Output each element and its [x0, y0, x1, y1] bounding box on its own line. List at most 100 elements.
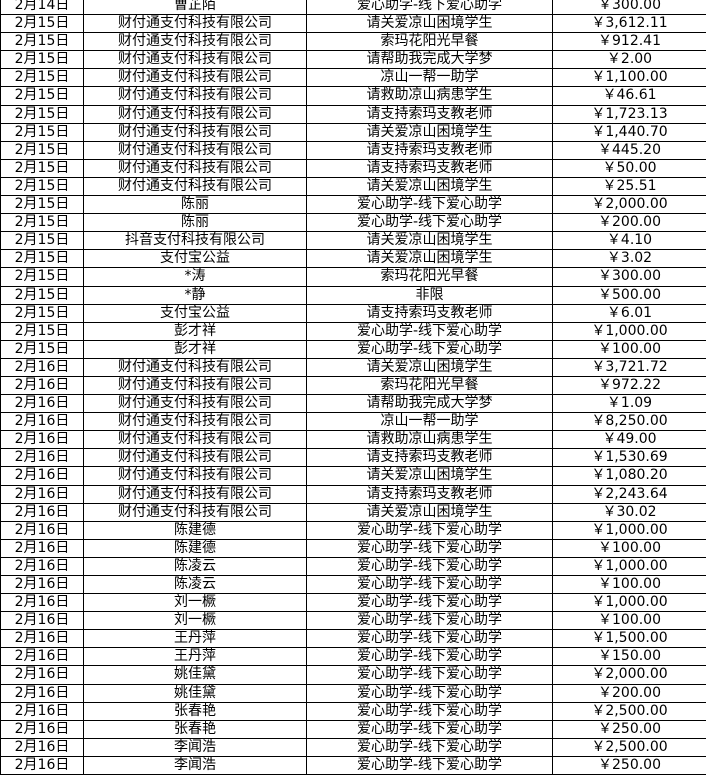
- date-cell[interactable]: 2月15日: [1, 340, 84, 358]
- project-cell[interactable]: 索玛花阳光早餐: [307, 376, 553, 395]
- date-cell[interactable]: 2月16日: [1, 503, 84, 521]
- donor-cell[interactable]: 王丹萍: [84, 648, 307, 666]
- amount-cell[interactable]: ￥200.00: [598, 214, 661, 231]
- date-cell[interactable]: 2月15日: [1, 141, 84, 159]
- date-cell[interactable]: 2月16日: [1, 539, 84, 557]
- donor-cell[interactable]: 财付通支付科技有限公司: [84, 376, 307, 395]
- donor-cell[interactable]: 陈凌云: [84, 557, 307, 575]
- donor-cell[interactable]: 刘一橛: [84, 594, 307, 612]
- amount-cell[interactable]: ￥300.00: [598, 0, 661, 13]
- donor-cell[interactable]: 刘一橛: [84, 612, 307, 630]
- donor-cell[interactable]: 王丹萍: [84, 630, 307, 648]
- amount-cell[interactable]: ￥445.20: [598, 141, 661, 158]
- date-cell[interactable]: 2月16日: [1, 594, 84, 612]
- amount-cell[interactable]: ￥100.00: [598, 612, 661, 629]
- project-cell[interactable]: 爱心助学-线下爱心助学: [307, 756, 553, 775]
- project-cell[interactable]: 请支持索玛支教老师: [307, 141, 553, 159]
- donor-cell[interactable]: 财付通支付科技有限公司: [84, 358, 307, 376]
- project-cell[interactable]: 爱心助学-线下爱心助学: [307, 0, 553, 15]
- project-cell[interactable]: 请关爱凉山困境学生: [307, 250, 553, 268]
- amount-cell[interactable]: ￥1,000.00: [591, 557, 668, 574]
- date-cell[interactable]: 2月16日: [1, 557, 84, 575]
- donor-cell[interactable]: 财付通支付科技有限公司: [84, 485, 307, 503]
- project-cell[interactable]: 爱心助学-线下爱心助学: [307, 702, 553, 720]
- date-cell[interactable]: 2月16日: [1, 684, 84, 702]
- amount-cell[interactable]: ￥1,080.20: [591, 467, 668, 484]
- date-cell[interactable]: 2月15日: [1, 250, 84, 268]
- project-cell[interactable]: 请救助凉山病患学生: [307, 431, 553, 449]
- amount-cell[interactable]: ￥25.51: [602, 177, 657, 194]
- project-cell[interactable]: 请关爱凉山困境学生: [307, 15, 553, 33]
- date-cell[interactable]: 2月16日: [1, 395, 84, 413]
- amount-cell[interactable]: ￥2,500.00: [591, 702, 668, 719]
- amount-cell[interactable]: ￥2.00: [606, 51, 653, 68]
- amount-cell[interactable]: ￥100.00: [598, 539, 661, 556]
- donor-cell[interactable]: 财付通支付科技有限公司: [84, 159, 307, 177]
- amount-cell[interactable]: ￥150.00: [598, 648, 661, 665]
- amount-cell[interactable]: ￥2,000.00: [591, 666, 668, 683]
- donor-cell[interactable]: 财付通支付科技有限公司: [84, 69, 307, 87]
- project-cell[interactable]: 爱心助学-线下爱心助学: [307, 196, 553, 214]
- donor-cell[interactable]: 陈丽: [84, 196, 307, 214]
- project-cell[interactable]: 爱心助学-线下爱心助学: [307, 612, 553, 630]
- date-cell[interactable]: 2月16日: [1, 358, 84, 376]
- amount-cell[interactable]: ￥100.00: [598, 340, 661, 357]
- date-cell[interactable]: 2月16日: [1, 756, 84, 775]
- donor-cell[interactable]: 财付通支付科技有限公司: [84, 87, 307, 105]
- project-cell[interactable]: 凉山一帮一助学: [307, 413, 553, 431]
- donor-cell[interactable]: 陈丽: [84, 214, 307, 232]
- amount-cell[interactable]: ￥250.00: [598, 756, 661, 773]
- amount-cell[interactable]: ￥1,100.00: [591, 69, 668, 86]
- project-cell[interactable]: 请关爱凉山困境学生: [307, 503, 553, 521]
- donor-cell[interactable]: 张春艳: [84, 702, 307, 720]
- project-cell[interactable]: 爱心助学-线下爱心助学: [307, 521, 553, 539]
- project-cell[interactable]: 索玛花阳光早餐: [307, 33, 553, 51]
- project-cell[interactable]: 爱心助学-线下爱心助学: [307, 576, 553, 594]
- amount-cell[interactable]: ￥1,530.69: [591, 449, 668, 466]
- amount-cell[interactable]: ￥1,500.00: [591, 630, 668, 647]
- donor-cell[interactable]: 财付通支付科技有限公司: [84, 123, 307, 141]
- date-cell[interactable]: 2月16日: [1, 612, 84, 630]
- donor-cell[interactable]: 陈凌云: [84, 576, 307, 594]
- date-cell[interactable]: 2月15日: [1, 304, 84, 322]
- project-cell[interactable]: 爱心助学-线下爱心助学: [307, 630, 553, 648]
- project-cell[interactable]: 请关爱凉山困境学生: [307, 467, 553, 485]
- donor-cell[interactable]: 姚佳黛: [84, 684, 307, 702]
- date-cell[interactable]: 2月16日: [1, 630, 84, 648]
- project-cell[interactable]: 凉山一帮一助学: [307, 69, 553, 87]
- donor-cell[interactable]: 财付通支付科技有限公司: [84, 51, 307, 69]
- date-cell[interactable]: 2月15日: [1, 15, 84, 33]
- project-cell[interactable]: 爱心助学-线下爱心助学: [307, 322, 553, 340]
- project-cell[interactable]: 爱心助学-线下爱心助学: [307, 594, 553, 612]
- amount-cell[interactable]: ￥3,721.72: [591, 358, 668, 375]
- amount-cell[interactable]: ￥8,250.00: [591, 413, 668, 430]
- donor-cell[interactable]: 彭才祥: [84, 322, 307, 340]
- donor-cell[interactable]: 支付宝公益: [84, 250, 307, 268]
- donor-cell[interactable]: 财付通支付科技有限公司: [84, 105, 307, 123]
- project-cell[interactable]: 请关爱凉山困境学生: [307, 358, 553, 376]
- date-cell[interactable]: 2月15日: [1, 159, 84, 177]
- project-cell[interactable]: 请支持索玛支教老师: [307, 159, 553, 177]
- amount-cell[interactable]: ￥3.02: [606, 250, 653, 267]
- donor-cell[interactable]: 李闻浩: [84, 756, 307, 775]
- donor-cell[interactable]: 抖音支付科技有限公司: [84, 232, 307, 250]
- date-cell[interactable]: 2月16日: [1, 576, 84, 594]
- project-cell[interactable]: 请支持索玛支教老师: [307, 485, 553, 503]
- amount-cell[interactable]: ￥2,243.64: [591, 485, 668, 502]
- amount-cell[interactable]: ￥100.00: [598, 576, 661, 592]
- donor-cell[interactable]: 财付通支付科技有限公司: [84, 413, 307, 431]
- amount-cell[interactable]: ￥46.61: [602, 87, 657, 104]
- amount-cell[interactable]: ￥972.22: [598, 376, 661, 393]
- donor-cell[interactable]: 曹芷陌: [84, 0, 307, 15]
- amount-cell[interactable]: ￥200.00: [598, 684, 661, 701]
- date-cell[interactable]: 2月14日: [1, 0, 84, 15]
- date-cell[interactable]: 2月16日: [1, 376, 84, 395]
- date-cell[interactable]: 2月16日: [1, 666, 84, 684]
- project-cell[interactable]: 请帮助我完成大学梦: [307, 395, 553, 413]
- amount-cell[interactable]: ￥1,723.13: [591, 105, 668, 122]
- amount-cell[interactable]: ￥30.02: [602, 503, 657, 520]
- date-cell[interactable]: 2月16日: [1, 738, 84, 756]
- amount-cell[interactable]: ￥3,612.11: [591, 15, 668, 32]
- date-cell[interactable]: 2月15日: [1, 51, 84, 69]
- date-cell[interactable]: 2月16日: [1, 702, 84, 720]
